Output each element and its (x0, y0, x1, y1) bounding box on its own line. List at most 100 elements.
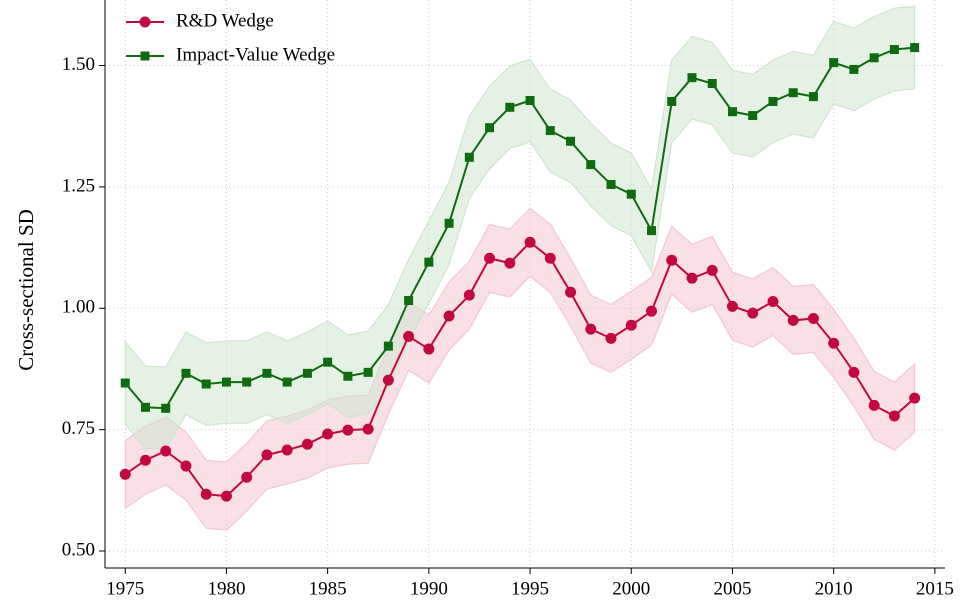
data-point (403, 330, 415, 342)
data-point (525, 95, 535, 105)
data-point (363, 367, 373, 377)
data-point (323, 357, 333, 367)
data-point (909, 392, 921, 404)
y-tick-label: 0.50 (62, 539, 95, 560)
data-point (463, 289, 475, 301)
data-point (120, 378, 130, 388)
data-point (160, 445, 172, 457)
data-point (139, 454, 151, 466)
data-point (625, 319, 637, 331)
data-point (382, 374, 394, 386)
data-point (586, 160, 596, 170)
data-point (585, 323, 597, 335)
y-axis-label: Cross-sectional SD (14, 209, 38, 371)
data-point (221, 377, 231, 387)
data-point (726, 300, 738, 312)
data-point (281, 444, 293, 456)
x-tick-label: 2005 (713, 578, 751, 599)
legend-label: Impact-Value Wedge (176, 44, 335, 65)
data-point (262, 368, 272, 378)
data-point (566, 136, 576, 146)
data-point (706, 264, 718, 276)
x-tick-label: 1995 (511, 578, 549, 599)
y-tick-label: 1.00 (62, 297, 95, 318)
legend-marker (140, 51, 150, 61)
data-point (829, 58, 839, 68)
data-point (242, 377, 252, 387)
data-point (647, 226, 657, 236)
data-point (788, 88, 798, 98)
data-point (424, 257, 434, 267)
data-point (748, 111, 758, 121)
y-tick-label: 1.25 (62, 175, 95, 196)
data-point (626, 189, 636, 199)
data-point (687, 73, 697, 83)
data-point (606, 179, 616, 189)
data-point (220, 490, 232, 502)
data-point (707, 79, 717, 89)
data-point (605, 332, 617, 344)
data-point (727, 107, 737, 117)
data-point (768, 96, 778, 106)
data-point (484, 252, 496, 264)
y-tick-label: 0.75 (62, 418, 95, 439)
data-point (302, 368, 312, 378)
data-point (383, 341, 393, 351)
data-point (140, 402, 150, 412)
data-point (807, 312, 819, 324)
data-point (161, 403, 171, 413)
legend-label: R&D Wedge (176, 10, 274, 31)
data-point (443, 310, 455, 322)
data-point (282, 377, 292, 387)
data-point (910, 43, 920, 53)
x-tick-label: 2010 (815, 578, 853, 599)
data-point (180, 460, 192, 472)
data-point (301, 438, 313, 450)
data-point (849, 64, 859, 74)
x-tick-label: 1990 (410, 578, 448, 599)
data-point (565, 286, 577, 298)
x-tick-label: 2015 (916, 578, 954, 599)
data-point (119, 468, 131, 480)
x-tick-label: 1975 (106, 578, 144, 599)
data-point (404, 296, 414, 306)
data-point (646, 305, 658, 317)
data-point (504, 257, 516, 269)
data-point (261, 449, 273, 461)
data-point (667, 96, 677, 106)
data-point (666, 254, 678, 266)
data-point (686, 272, 698, 284)
data-point (544, 252, 556, 264)
data-point (545, 126, 555, 136)
data-point (868, 399, 880, 411)
data-point (828, 337, 840, 349)
confidence-band (124, 5, 916, 451)
data-point (342, 424, 354, 436)
y-tick-label: 1.50 (62, 54, 95, 75)
data-point (524, 236, 536, 248)
data-point (464, 152, 474, 162)
series-line (124, 46, 915, 410)
data-point (362, 423, 374, 435)
data-point (322, 428, 334, 440)
data-point (889, 45, 899, 55)
data-point (767, 295, 779, 307)
data-point (888, 410, 900, 422)
x-tick-label: 1985 (309, 578, 347, 599)
data-point (869, 53, 879, 63)
data-point (848, 366, 860, 378)
series-line (124, 240, 916, 498)
data-point (808, 92, 818, 102)
data-point (200, 488, 212, 500)
data-point (444, 218, 454, 228)
data-point (747, 307, 759, 319)
legend-marker (139, 16, 151, 28)
data-point (201, 379, 211, 389)
data-point (485, 123, 495, 133)
data-point (241, 471, 253, 483)
data-point (181, 368, 191, 378)
data-point (787, 314, 799, 326)
data-point (423, 343, 435, 355)
